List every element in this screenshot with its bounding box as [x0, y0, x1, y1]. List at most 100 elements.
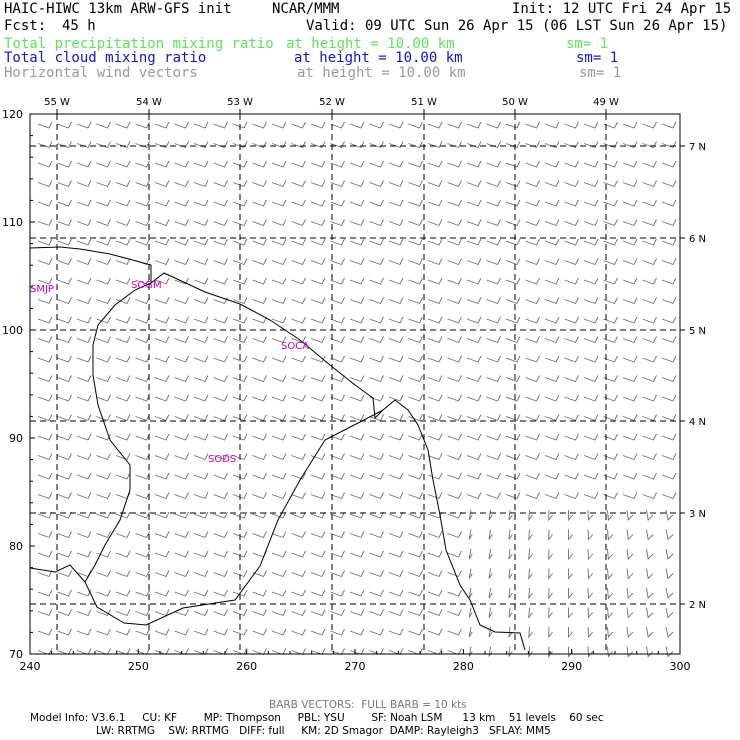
wind-barb	[583, 141, 599, 149]
lon-label: 50 W	[502, 97, 528, 108]
wind-barb	[607, 548, 614, 561]
wind-barb	[486, 238, 501, 246]
wind-barb	[528, 646, 533, 659]
wind-barb	[330, 609, 345, 617]
wind-barb	[622, 336, 638, 344]
wind-barb	[213, 511, 228, 519]
wind-barb	[408, 492, 423, 500]
wind-barb	[271, 472, 287, 480]
wind-barb	[568, 568, 573, 580]
wind-barb	[330, 492, 345, 500]
wind-barb	[388, 316, 404, 324]
wind-barb	[76, 355, 92, 363]
wind-barb	[57, 550, 72, 558]
wind-barb	[57, 336, 72, 344]
wind-barb	[232, 160, 248, 168]
wind-barb	[466, 492, 482, 500]
wind-barb	[388, 141, 404, 149]
wind-barb	[468, 548, 473, 560]
wind-barb	[96, 141, 111, 149]
wind-barb	[544, 433, 560, 441]
wind-barb	[57, 414, 72, 422]
y-tick-label: 110	[2, 216, 23, 229]
wind-barb	[665, 587, 674, 599]
wind-barb	[525, 453, 540, 461]
wind-barb	[232, 375, 248, 383]
wind-barb	[587, 626, 594, 639]
wind-barb	[427, 160, 443, 168]
wind-barb	[369, 160, 384, 168]
wind-barb	[525, 277, 540, 285]
wind-barb	[76, 414, 92, 422]
x-tick-label: 240	[20, 660, 41, 673]
wind-barb	[174, 141, 189, 149]
wind-barb	[587, 587, 594, 600]
wind-barb	[607, 607, 614, 619]
wind-barb	[76, 297, 92, 305]
wind-barb	[310, 531, 326, 539]
wind-barb	[525, 258, 540, 266]
wind-barb	[607, 626, 614, 639]
wind-barb	[213, 141, 228, 149]
wind-barb	[310, 433, 326, 441]
wind-barb	[193, 472, 209, 480]
y-tick-label: 70	[9, 648, 23, 661]
field-precip-height: at height = 10.00 km	[286, 36, 455, 52]
wind-barb	[271, 570, 287, 578]
wind-barb	[408, 238, 423, 246]
lat-label: 4 N	[689, 417, 706, 428]
wind-barb	[96, 277, 111, 285]
wind-barb	[466, 375, 482, 383]
wind-barb	[96, 219, 111, 227]
wind-barb	[466, 394, 482, 402]
wind-barb	[76, 492, 92, 500]
wind-barb	[330, 511, 345, 519]
wind-barb	[330, 570, 345, 578]
wind-barb	[505, 180, 521, 188]
wind-barb	[642, 492, 657, 500]
wind-barb	[330, 414, 345, 422]
wind-barb	[310, 414, 326, 422]
x-tick-label: 270	[345, 660, 366, 673]
wind-barb	[525, 238, 540, 246]
wind-barb	[154, 258, 170, 266]
wind-barb	[96, 550, 111, 558]
lon-label: 52 W	[319, 97, 345, 108]
wind-barb	[427, 219, 443, 227]
wind-barb	[622, 141, 638, 149]
wind-barb	[505, 414, 521, 422]
wind-barb	[174, 180, 189, 188]
wind-barb	[135, 238, 150, 246]
wind-barb	[291, 141, 306, 149]
wind-barb	[427, 277, 443, 285]
wind-barb	[271, 316, 287, 324]
wind-barb	[642, 453, 657, 461]
wind-barb	[37, 628, 53, 636]
wind-barb	[349, 550, 365, 558]
wind-barb	[310, 394, 326, 402]
station-label: SODS	[208, 454, 236, 465]
wind-barb	[466, 199, 482, 207]
wind-barb	[291, 492, 306, 500]
x-tick-label: 250	[128, 660, 149, 673]
wind-barb	[505, 219, 521, 227]
wind-barb	[525, 121, 540, 129]
wind-barb	[330, 141, 345, 149]
wind-barb	[544, 297, 560, 305]
wind-barb	[447, 199, 462, 207]
lon-label: 55 W	[44, 97, 70, 108]
wind-barb	[486, 336, 501, 344]
wind-barb	[447, 141, 462, 149]
wind-barb	[291, 316, 306, 324]
wind-barb	[626, 607, 634, 619]
wind-barb	[369, 180, 384, 188]
wind-barb	[388, 394, 404, 402]
wind-barb	[213, 609, 228, 617]
wind-barb	[330, 199, 345, 207]
wind-barb	[466, 355, 482, 363]
wind-barb	[232, 609, 248, 617]
wind-barb	[505, 355, 521, 363]
wind-barb	[252, 336, 267, 344]
wind-barb	[76, 472, 92, 480]
wind-barb	[369, 394, 384, 402]
